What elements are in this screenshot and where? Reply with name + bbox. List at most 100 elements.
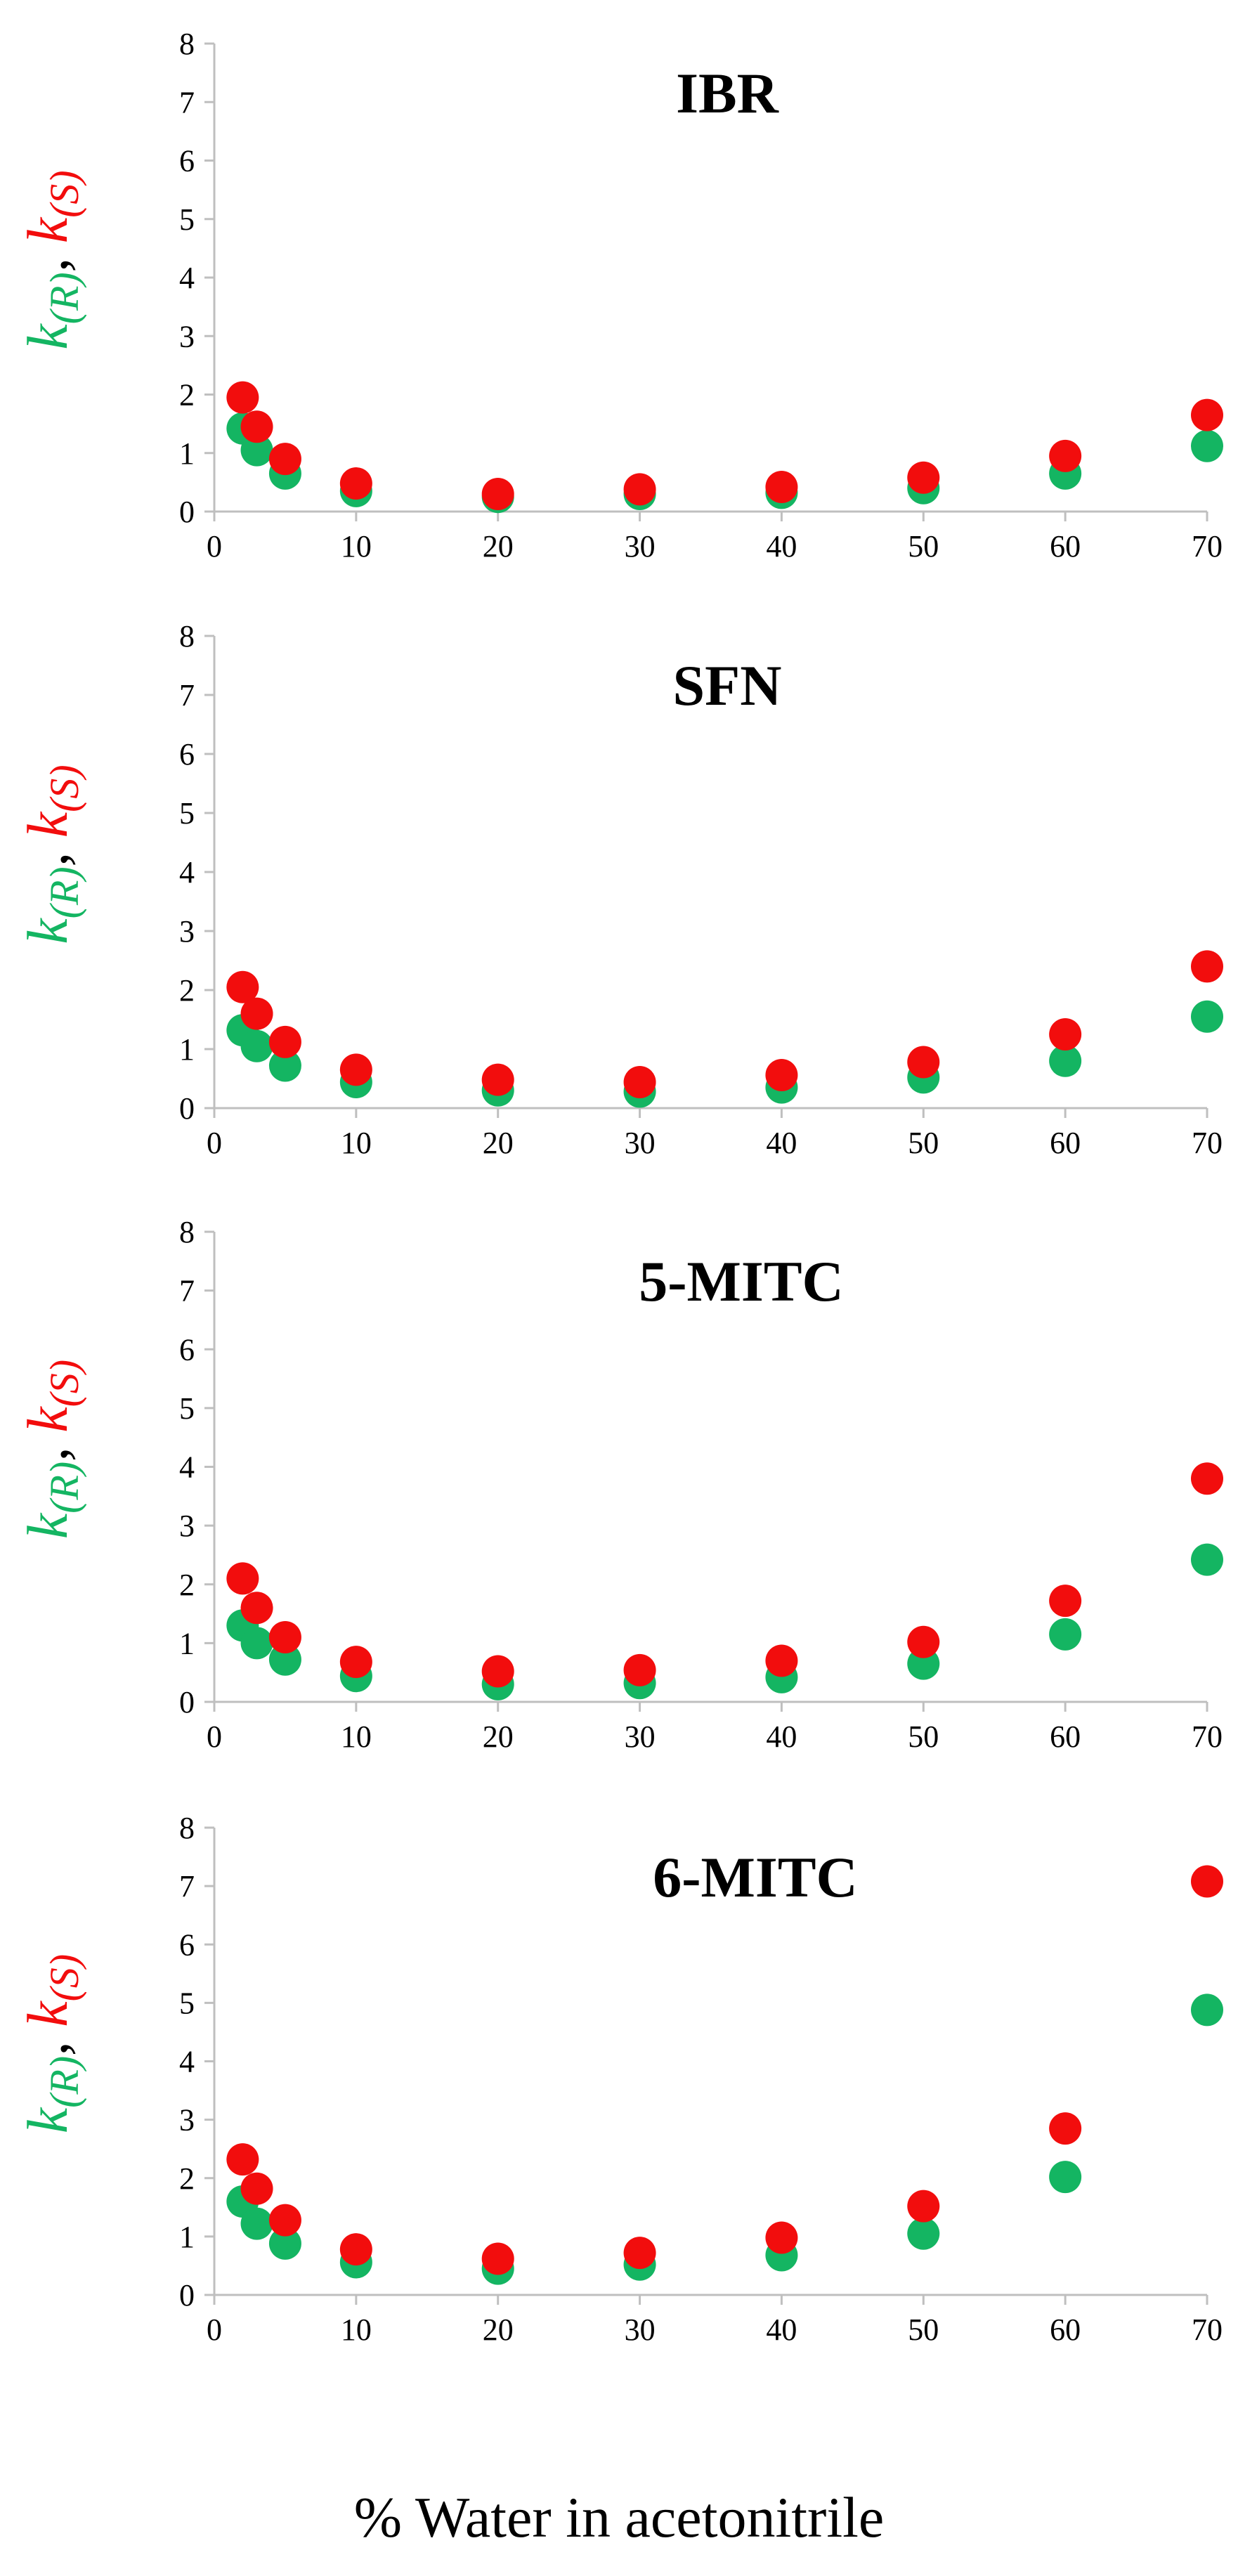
point-k-s (1191, 1462, 1223, 1495)
point-k-s (1191, 950, 1223, 983)
y-tick-label: 3 (179, 1509, 195, 1543)
series-k-s (226, 1462, 1223, 1688)
point-k-r (1049, 1618, 1082, 1651)
y-label-kr-letter: k (15, 323, 79, 350)
y-tick-label: 6 (179, 1927, 195, 1962)
point-k-s (765, 1644, 798, 1677)
point-k-s (907, 1046, 940, 1079)
x-tick-label: 70 (1192, 529, 1223, 564)
y-label-separator: , (15, 243, 79, 272)
y-axis-label: k(R), k(S) (15, 170, 87, 350)
y-label-kr-letter: k (15, 2107, 79, 2133)
y-label-ks-subscript: (S) (41, 1954, 87, 2002)
point-k-s (1049, 1018, 1082, 1050)
chart-title: 6-MITC (653, 1845, 858, 1909)
x-tick-label: 50 (908, 2312, 939, 2347)
point-k-s (339, 467, 372, 500)
chart-title: SFN (673, 653, 782, 717)
y-label-ks-subscript: (S) (41, 765, 87, 812)
point-k-r (1191, 1543, 1223, 1576)
x-tick-label: 40 (766, 1126, 797, 1160)
point-k-s (765, 471, 798, 504)
point-k-s (623, 473, 656, 506)
y-label-separator: , (15, 2027, 79, 2056)
point-k-s (339, 2233, 372, 2266)
x-tick-label: 0 (207, 529, 222, 564)
x-tick-label: 40 (766, 529, 797, 564)
point-k-r (240, 434, 273, 467)
y-tick-label: 5 (179, 1986, 195, 2020)
point-k-s (623, 1653, 656, 1686)
y-label-ks-letter: k (15, 216, 79, 243)
x-tick-label: 0 (207, 1719, 222, 1754)
point-k-s (1191, 398, 1223, 431)
x-tick-label: 10 (341, 1719, 372, 1754)
y-label-kr-letter: k (15, 1512, 79, 1539)
y-label-kr-subscript: (R) (41, 866, 87, 918)
x-tick-label: 10 (341, 2312, 372, 2347)
series-k-s (226, 1865, 1223, 2275)
y-label-ks-letter: k (15, 1406, 79, 1433)
y-tick-label: 6 (179, 144, 195, 178)
y-tick-label: 6 (179, 737, 195, 772)
point-k-s (240, 410, 273, 443)
y-label-kr-subscript: (R) (41, 272, 87, 324)
point-k-s (226, 1562, 259, 1595)
chart-title: 5-MITC (639, 1249, 844, 1313)
x-tick-label: 60 (1050, 1126, 1081, 1160)
y-tick-label: 8 (179, 619, 195, 653)
point-k-s (268, 1621, 301, 1654)
x-tick-label: 50 (908, 529, 939, 564)
y-tick-label: 5 (179, 796, 195, 831)
x-tick-label: 50 (908, 1719, 939, 1754)
y-tick-label: 6 (179, 1332, 195, 1367)
y-tick-label: 8 (179, 27, 195, 61)
point-k-s (481, 1063, 514, 1096)
point-k-r (268, 1643, 301, 1676)
point-k-r (240, 1627, 273, 1660)
x-tick-label: 10 (341, 1126, 372, 1160)
point-k-r (1049, 2161, 1082, 2194)
y-tick-label: 0 (179, 1091, 195, 1126)
x-tick-label: 70 (1192, 1719, 1223, 1754)
point-k-s (1049, 2112, 1082, 2145)
y-tick-label: 1 (179, 1032, 195, 1067)
y-tick-label: 4 (179, 261, 195, 295)
x-tick-label: 20 (483, 529, 514, 564)
x-tick-label: 20 (483, 2312, 514, 2347)
point-k-s (481, 2242, 514, 2275)
y-tick-label: 2 (179, 2161, 195, 2196)
y-tick-label: 3 (179, 319, 195, 353)
point-k-s (623, 1066, 656, 1099)
point-k-s (907, 2190, 940, 2223)
series-k-s (226, 950, 1223, 1099)
point-k-r (268, 1049, 301, 1082)
series-k-r (226, 1543, 1223, 1700)
point-k-r (1191, 1993, 1223, 2027)
x-tick-label: 20 (483, 1719, 514, 1754)
y-tick-label: 7 (179, 678, 195, 713)
y-label-separator: , (15, 1433, 79, 1462)
x-tick-label: 70 (1192, 1126, 1223, 1160)
point-k-s (268, 1025, 301, 1058)
y-tick-label: 0 (179, 1685, 195, 1719)
y-axis-label: k(R), k(S) (15, 1360, 87, 1540)
x-tick-label: 40 (766, 2312, 797, 2347)
point-k-s (339, 1053, 372, 1086)
y-tick-label: 1 (179, 1626, 195, 1660)
x-tick-label: 30 (625, 1719, 656, 1754)
point-k-s (907, 1625, 940, 1658)
y-tick-label: 8 (179, 1811, 195, 1845)
point-k-s (240, 2172, 273, 2205)
y-tick-label: 0 (179, 2278, 195, 2312)
point-k-r (268, 2227, 301, 2260)
y-tick-label: 7 (179, 85, 195, 119)
series-k-r (226, 1000, 1223, 1108)
point-k-r (240, 2207, 273, 2240)
x-tick-label: 50 (908, 1126, 939, 1160)
